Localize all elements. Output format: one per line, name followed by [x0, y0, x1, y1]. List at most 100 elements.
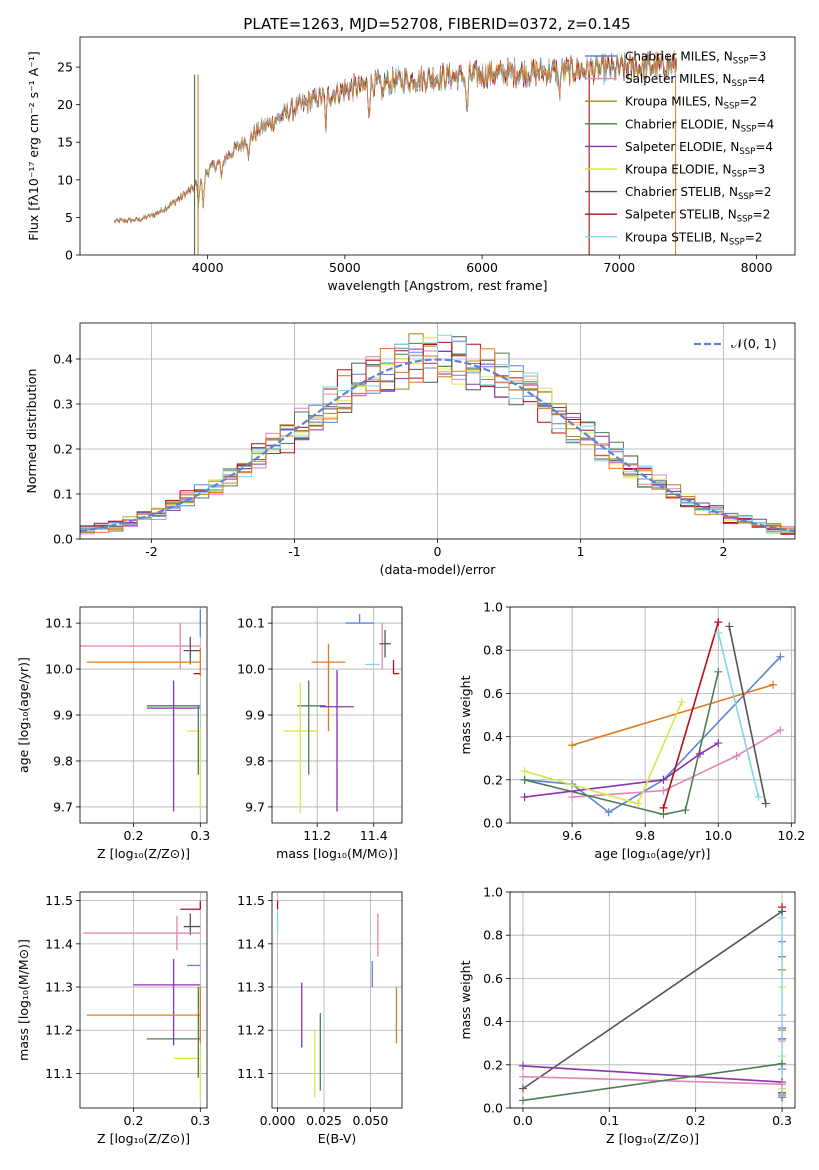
y-tick-label: 10	[57, 172, 73, 187]
legend-entry-subscript: SSP	[739, 147, 755, 157]
y-tick-label: 0.0	[483, 816, 503, 831]
x-axis-label: wavelength [Angstrom, rest frame]	[327, 278, 547, 293]
legend-entry-subscript: SSP	[733, 57, 749, 67]
axes-frame	[509, 891, 796, 1109]
weight-marker-kroupa_elodie	[677, 698, 686, 707]
axes-frame	[79, 891, 208, 1109]
legend-entry-name: Salpeter ELODIE, N	[625, 140, 739, 154]
legend-entry-subscript: SSP	[738, 192, 754, 202]
y-tick-label: 11.3	[237, 980, 265, 995]
weight-marker-salpeter_miles	[659, 786, 668, 795]
weight-line-salpeter_stelib	[662, 621, 720, 809]
x-tick-label: 0.3	[190, 828, 210, 843]
legend-entry-subscript: SSP	[724, 102, 740, 112]
y-tick-label: 0	[65, 248, 73, 263]
residuals-panel: -2 -1 0 1 2 0.0 0.1 0.2 0.3 0.4 (data-model)/error…	[24, 322, 796, 577]
weight-marker-salpeter_miles	[568, 793, 577, 802]
legend-entry: Chabrier STELIB, NSSP=2	[625, 185, 772, 202]
y-tick-label: 15	[57, 135, 73, 150]
weight-line-salpeter_miles	[572, 729, 781, 798]
x-tick-label: 11.2	[303, 828, 331, 843]
weight-line-kroupa_elodie	[524, 701, 683, 805]
weight-line-salpeter_elodie	[524, 742, 719, 798]
x-tick-label: 0.2	[124, 1113, 144, 1128]
x-axis-label: mass [log₁₀(M/M⊙)]	[276, 846, 398, 861]
y-axis-label: mass [log₁₀(M/M⊙)]	[16, 939, 31, 1061]
weight-marker-salpeter_miles	[776, 726, 785, 735]
weight-marker-orange	[769, 680, 778, 689]
weight-marker-salpeter_elodie	[696, 749, 704, 758]
weight-line-chabrier_stelib	[728, 626, 767, 804]
y-tick-label: 11.3	[45, 980, 73, 995]
y-tick-label: 0.4	[483, 1014, 503, 1029]
weight-marker-kroupa_elodie	[520, 767, 529, 776]
mass-weight-vs-age-panel: 9.6 9.8 10.0 10.2 0.0 0.2 0.4 0.6 0.8 1.0 age [log…	[458, 600, 805, 862]
axes-frame	[79, 322, 796, 540]
x-tick-label: 7000	[603, 260, 635, 275]
x-tick-label: 2	[720, 544, 728, 559]
y-tick-label: 11.2	[237, 1023, 265, 1038]
x-tick-label: 0.3	[772, 1113, 792, 1128]
weight-marker-chabrier_elodie	[714, 667, 723, 676]
y-tick-label: 10.1	[45, 616, 73, 631]
histogram-orange	[80, 348, 795, 533]
y-tick-label: 11.2	[45, 1023, 73, 1038]
y-tick-label: 11.4	[237, 936, 265, 951]
y-tick-label: 10.1	[237, 616, 265, 631]
legend-entry-subscript: SSP	[741, 124, 757, 134]
x-tick-label: 1	[577, 544, 585, 559]
weight-marker-chabrier_stelib	[725, 622, 734, 631]
y-tick-label: 9.9	[245, 708, 265, 723]
weight-line-chabrier_elodie	[522, 1062, 783, 1102]
y-tick-label: 11.1	[237, 1066, 265, 1081]
weight-marker-chabrier_elodie	[520, 775, 529, 784]
x-tick-label: 10.0	[704, 828, 732, 843]
y-tick-label: 0.2	[483, 772, 503, 787]
x-tick-label: 6000	[466, 260, 498, 275]
y-tick-label: 9.7	[53, 799, 73, 814]
legend-entry: 𝒩(0, 1)	[731, 336, 777, 351]
x-tick-label: 0.000	[260, 1113, 296, 1128]
weight-marker-salpeter_elodie	[518, 1061, 527, 1070]
weight-marker-kroupa_stelib	[714, 628, 723, 637]
weight-marker-kroupa_stelib	[754, 793, 763, 802]
spectrum-line-orange	[114, 50, 677, 223]
histogram-chabrier_stelib	[80, 336, 795, 534]
x-tick-label: 4000	[192, 260, 224, 275]
y-tick-label: 0.2	[53, 442, 73, 457]
x-axis-label: (data-model)/error	[380, 562, 497, 577]
y-tick-label: 0.0	[53, 532, 73, 547]
weight-marker-chabrier_stelib	[761, 799, 770, 808]
axes-frame	[509, 606, 796, 824]
x-tick-label: 0.0	[513, 1113, 533, 1128]
histogram-kroupa_stelib	[80, 334, 795, 534]
y-tick-label: 5	[65, 210, 73, 225]
legend-entry: Kroupa ELODIE, NSSP=3	[625, 163, 765, 180]
legend-entry-name: Kroupa STELIB, N	[625, 230, 729, 244]
legend-entry-value: =3	[749, 50, 767, 64]
legend-entry-value: =2	[740, 95, 758, 109]
x-tick-label: 0.2	[686, 1113, 706, 1128]
weight-marker-chabrier_stelib	[778, 907, 787, 916]
x-axis-label: Z [log₁₀(Z/Z⊙)]	[97, 846, 190, 861]
weight-marker-salpeter_miles	[518, 1072, 527, 1081]
legend-entry-name: Salpeter MILES, N	[625, 72, 732, 86]
weight-marker-salpeter_miles	[732, 752, 741, 761]
weight-marker-chabrier_elodie	[681, 806, 690, 815]
weight-marker-kroupa_elodie	[633, 799, 642, 808]
x-tick-label: 11.4	[360, 828, 388, 843]
weight-line-orange	[571, 684, 774, 746]
legend-entry: Chabrier MILES, NSSP=3	[625, 50, 766, 67]
y-tick-label: 11.1	[45, 1066, 73, 1081]
y-tick-label: 11.5	[45, 893, 73, 908]
x-tick-label: 0.050	[353, 1113, 389, 1128]
x-axis-label: age [log₁₀(age/yr)]	[595, 846, 711, 861]
weight-marker-chabrier_elodie	[518, 1096, 527, 1105]
legend-entry-subscript: SSP	[732, 79, 748, 89]
legend-entry-value: =2	[754, 185, 772, 199]
mass-vs-metallicity-panel: 0.2 0.3 11.1 11.2 11.3 11.4 11.5 Z [log₁₀(Z/Z⊙)…	[16, 891, 210, 1146]
x-axis-label: E(B-V)	[318, 1131, 357, 1146]
x-axis-label: Z [log₁₀(Z/Z⊙)]	[97, 1131, 190, 1146]
legend-entry: Salpeter ELODIE, NSSP=4	[625, 140, 773, 157]
y-tick-label: 0.4	[483, 729, 503, 744]
